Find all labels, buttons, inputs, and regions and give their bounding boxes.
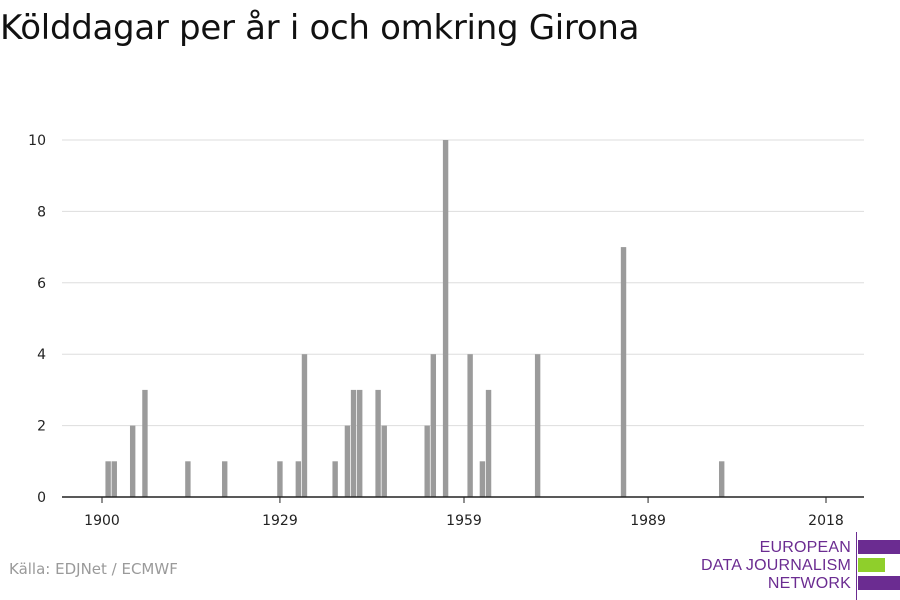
logo-text-line-2: DATA JOURNALISM [701, 557, 851, 574]
bar [350, 389, 357, 497]
x-tick-label: 1959 [446, 513, 482, 529]
bar [718, 461, 725, 497]
bar [479, 461, 486, 497]
x-tick-label: 1900 [84, 513, 120, 529]
bar [485, 389, 492, 497]
gridlines [62, 139, 864, 427]
bar [301, 354, 308, 497]
edjnet-logo: EUROPEAN DATA JOURNALISM NETWORK [700, 532, 900, 600]
y-tick-labels: 0 2 4 6 8 10 [28, 133, 46, 506]
x-tick-label: 1989 [630, 513, 666, 529]
bars [105, 140, 725, 497]
bar [442, 140, 449, 497]
bar [381, 425, 387, 497]
x-axis [62, 496, 864, 503]
y-tick-label: 4 [37, 347, 46, 363]
logo-text-line-1: EUROPEAN [759, 539, 851, 556]
y-tick-label: 6 [37, 276, 46, 292]
y-tick-label: 8 [37, 204, 46, 220]
bar [424, 425, 430, 497]
x-tick-label: 2018 [808, 513, 844, 529]
logo-bar-purple-top [858, 540, 900, 554]
y-tick-label: 10 [28, 133, 46, 149]
bar [332, 461, 338, 497]
logo-text-line-3: NETWORK [767, 575, 851, 592]
bar [105, 461, 111, 497]
bar [467, 354, 473, 497]
bar [375, 389, 381, 497]
bar [222, 461, 228, 497]
logo-bar-purple-bottom [858, 576, 900, 590]
bar [295, 461, 302, 497]
bar [534, 354, 541, 497]
logo-bar-green [858, 558, 885, 572]
source-note: Källa: EDJNet / ECMWF [9, 560, 178, 578]
y-tick-label: 0 [37, 490, 46, 506]
bar [111, 461, 117, 497]
x-tick-label: 1929 [262, 513, 298, 529]
bar [185, 461, 191, 497]
bar [344, 425, 351, 497]
chart-title: Kölddagar per år i och omkring Girona [0, 8, 640, 48]
y-tick-label: 2 [37, 419, 46, 435]
bar [277, 461, 283, 497]
bar [129, 425, 136, 497]
bar [620, 247, 627, 497]
bar [356, 389, 363, 497]
bar [142, 389, 148, 497]
x-tick-labels: 1900 1929 1959 1989 2018 [84, 513, 844, 529]
logo-divider [856, 532, 857, 600]
bar [430, 354, 437, 497]
